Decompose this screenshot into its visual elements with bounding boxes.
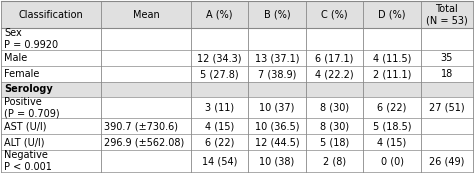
Text: 6 (22): 6 (22): [205, 137, 234, 147]
Text: A (%): A (%): [206, 10, 233, 20]
Text: D (%): D (%): [378, 10, 406, 20]
Text: AST (U/l): AST (U/l): [4, 121, 47, 131]
Text: 12 (34.3): 12 (34.3): [197, 53, 242, 63]
Bar: [0, 50, 473, 66]
Text: B (%): B (%): [264, 10, 290, 20]
Text: Mean: Mean: [133, 10, 159, 20]
Text: 18: 18: [440, 69, 453, 79]
Bar: [0, 66, 473, 82]
Text: Sex
P = 0.9920: Sex P = 0.9920: [4, 29, 59, 50]
Text: Serology: Serology: [4, 85, 53, 94]
Text: 13 (37.1): 13 (37.1): [255, 53, 299, 63]
Bar: [0, 118, 473, 134]
Text: C (%): C (%): [321, 10, 348, 20]
Text: 35: 35: [440, 53, 453, 63]
Text: 12 (44.5): 12 (44.5): [255, 137, 299, 147]
Text: 10 (36.5): 10 (36.5): [255, 121, 299, 131]
Text: 5 (18.5): 5 (18.5): [373, 121, 411, 131]
Text: 6 (22): 6 (22): [377, 102, 407, 112]
Text: Male: Male: [4, 53, 27, 63]
Text: 5 (18): 5 (18): [320, 137, 349, 147]
Text: 2 (8): 2 (8): [323, 156, 346, 166]
Text: 10 (38): 10 (38): [259, 156, 294, 166]
Text: 8 (30): 8 (30): [320, 121, 349, 131]
Text: 0 (0): 0 (0): [381, 156, 403, 166]
Text: 4 (11.5): 4 (11.5): [373, 53, 411, 63]
Text: 6 (17.1): 6 (17.1): [315, 53, 354, 63]
Text: 8 (30): 8 (30): [320, 102, 349, 112]
Text: 14 (54): 14 (54): [202, 156, 237, 166]
Bar: [0, 1, 473, 29]
Text: 4 (15): 4 (15): [205, 121, 234, 131]
Text: Total
(N = 53): Total (N = 53): [426, 4, 467, 25]
Text: 26 (49): 26 (49): [429, 156, 465, 166]
Text: 4 (15): 4 (15): [377, 137, 407, 147]
Text: Classification: Classification: [18, 10, 83, 20]
Text: 3 (11): 3 (11): [205, 102, 234, 112]
Bar: [0, 82, 473, 97]
Text: 5 (27.8): 5 (27.8): [200, 69, 239, 79]
Bar: [0, 29, 473, 50]
Text: 27 (51): 27 (51): [429, 102, 465, 112]
Text: Female: Female: [4, 69, 40, 79]
Text: ALT (U/l): ALT (U/l): [4, 137, 45, 147]
Bar: [0, 97, 473, 118]
Bar: [0, 150, 473, 172]
Text: 296.9 (±562.08): 296.9 (±562.08): [104, 137, 184, 147]
Text: 390.7 (±730.6): 390.7 (±730.6): [104, 121, 178, 131]
Text: Negative
P < 0.001: Negative P < 0.001: [4, 150, 52, 172]
Text: 10 (37): 10 (37): [259, 102, 295, 112]
Text: Positive
(P = 0.709): Positive (P = 0.709): [4, 97, 60, 118]
Text: 4 (22.2): 4 (22.2): [315, 69, 354, 79]
Bar: [0, 134, 473, 150]
Text: 7 (38.9): 7 (38.9): [258, 69, 296, 79]
Text: 2 (11.1): 2 (11.1): [373, 69, 411, 79]
